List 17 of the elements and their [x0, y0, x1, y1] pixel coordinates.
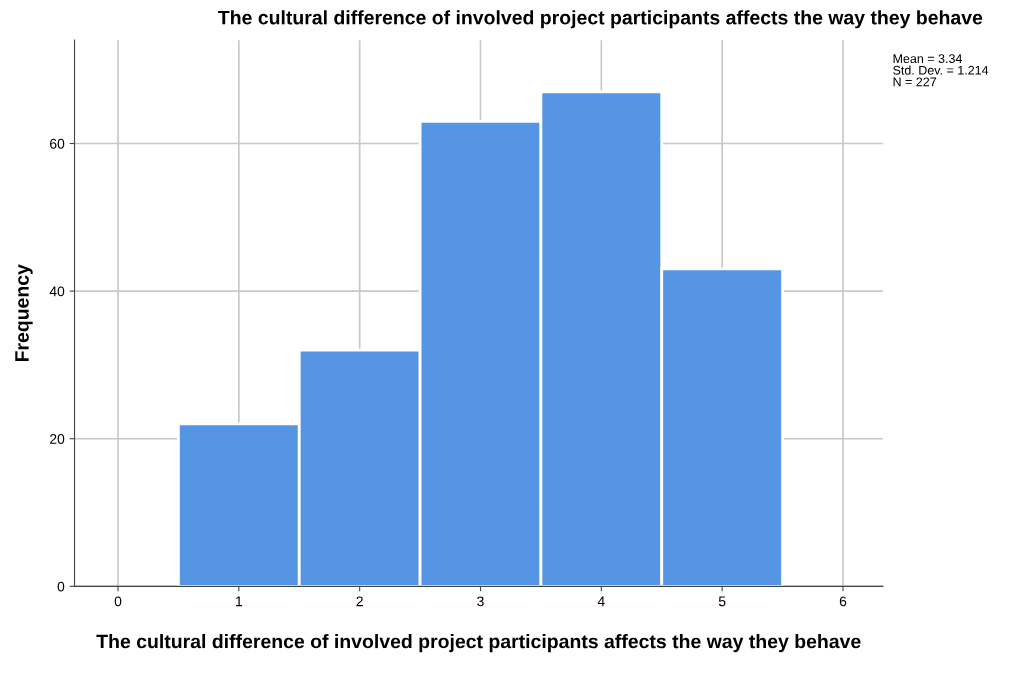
chart-title: The cultural difference of involved project participants affects the way they behave [218, 10, 983, 29]
x-tick-label: 0 [114, 596, 122, 607]
y-tick-label: 20 [50, 434, 65, 444]
x-tick-label: 2 [356, 596, 363, 607]
x-tick-label: 5 [718, 596, 726, 607]
x-axis-title: The cultural difference of involved project participants affects the way they behave [96, 634, 861, 653]
x-tick-label: 4 [597, 596, 605, 607]
text: Std. Dev. = 1.214 [893, 65, 989, 75]
y-tick-label: 0 [57, 581, 65, 592]
x-tick-label: 1 [236, 596, 243, 607]
x-tick-label: 3 [477, 596, 484, 607]
y-axis-title: Frequency [15, 264, 33, 362]
y-tick-label: 40 [49, 286, 65, 297]
text: N = 227 [893, 77, 937, 87]
y-tick-label: 60 [50, 138, 65, 149]
text: Mean = 3.34 [893, 54, 963, 64]
x-tick-label: 6 [839, 596, 847, 607]
